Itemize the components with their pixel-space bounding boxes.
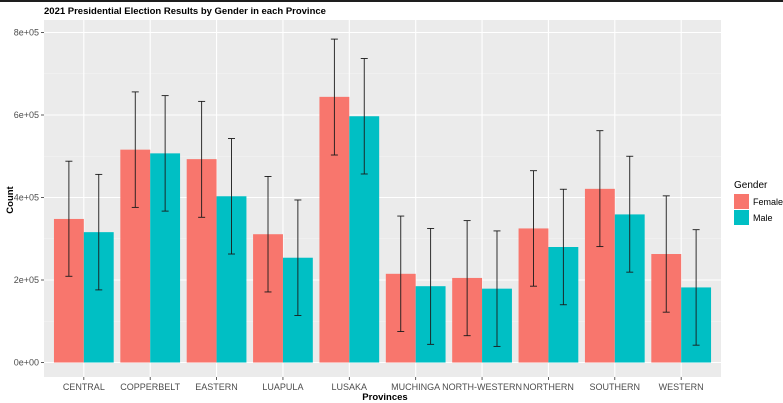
x-axis-title: Provinces: [362, 392, 407, 403]
x-tick-label: WESTERN: [659, 382, 704, 392]
error-bar-male-central: [95, 173, 103, 291]
error-bar-male-eastern: [228, 138, 236, 255]
y-axis: 0e+00 2e+05 4e+05 6e+05 8e+05: [14, 28, 44, 368]
legend-label-male: Male: [753, 213, 773, 223]
x-tick-label: CENTRAL: [63, 382, 105, 392]
error-bar-female-western: [662, 195, 670, 313]
x-tick-label: EASTERN: [195, 382, 238, 392]
error-bar-male-southern: [626, 155, 634, 273]
legend-label-female: Female: [753, 197, 783, 207]
error-bar-female-muchinga: [397, 215, 405, 333]
error-bar-female-northern: [529, 170, 537, 287]
x-tick-label: MUCHINGA: [391, 382, 440, 392]
x-tick-label: SOUTHERN: [590, 382, 641, 392]
error-bar-male-luapula: [294, 199, 302, 316]
error-bar-female-eastern: [198, 100, 206, 218]
error-bar-male-western: [692, 229, 700, 346]
x-tick-label: NORTHERN: [523, 382, 574, 392]
x-tick-label: NORTH-WESTERN: [442, 382, 522, 392]
y-tick-label: 0e+00: [14, 358, 39, 368]
error-bars: [65, 38, 700, 347]
error-bar-female-luapula: [264, 176, 272, 293]
error-bar-male-north-western: [493, 230, 501, 347]
x-axis: CENTRAL COPPERBELT EASTERN LUAPULA LUSAKA MUC…: [63, 377, 704, 392]
error-bar-male-northern: [559, 188, 567, 306]
y-tick-label: 6e+05: [14, 110, 39, 120]
legend-title: Gender: [734, 180, 768, 191]
legend: Gender Female Male: [734, 180, 783, 225]
error-bar-female-lusaka: [330, 38, 338, 156]
y-axis-title: Count: [5, 185, 16, 213]
chart-title: 2021 Presidential Election Results by Ge…: [44, 6, 326, 17]
x-tick-label: LUSAKA: [332, 382, 368, 392]
error-bar-female-north-western: [463, 220, 471, 337]
error-bar-male-muchinga: [427, 227, 435, 345]
legend-key-male: [734, 210, 749, 225]
error-bar-female-central: [65, 160, 73, 277]
x-tick-label: COPPERBELT: [120, 382, 180, 392]
y-tick-label: 8e+05: [14, 28, 39, 38]
error-bar-male-lusaka: [360, 58, 368, 175]
legend-key-female: [734, 194, 749, 209]
top-border-line: [0, 0, 783, 2]
y-tick-label: 2e+05: [14, 275, 39, 285]
error-bar-male-copperbelt: [161, 95, 169, 212]
y-tick-label: 4e+05: [14, 193, 39, 203]
x-tick-label: LUAPULA: [262, 382, 303, 392]
error-bar-female-southern: [596, 130, 604, 248]
error-bar-female-copperbelt: [131, 91, 139, 208]
